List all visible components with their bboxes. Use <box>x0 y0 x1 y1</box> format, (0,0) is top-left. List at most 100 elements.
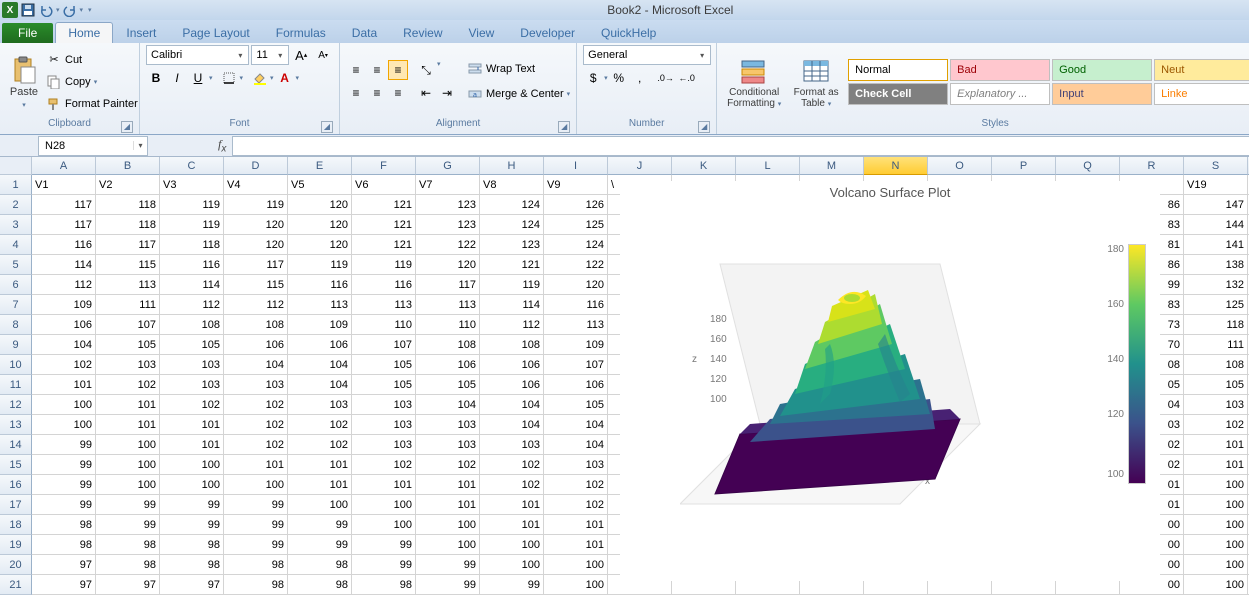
number-dialog-launcher[interactable]: ◢ <box>698 121 710 133</box>
cell[interactable]: 112 <box>224 295 288 315</box>
cell[interactable]: 123 <box>480 235 544 255</box>
cell[interactable]: 147 <box>1184 195 1248 215</box>
cell[interactable]: 98 <box>32 515 96 535</box>
cell[interactable]: 101 <box>96 395 160 415</box>
cell[interactable]: 101 <box>544 515 608 535</box>
align-bottom-button[interactable]: ≡ <box>388 60 408 80</box>
cell[interactable]: 98 <box>288 575 352 595</box>
cell[interactable]: 101 <box>480 495 544 515</box>
shrink-font-button[interactable]: A▾ <box>313 45 333 65</box>
cell[interactable]: 100 <box>1184 555 1248 575</box>
name-box[interactable]: N28▾ <box>38 136 148 156</box>
comma-button[interactable]: , <box>630 68 650 88</box>
row-header[interactable]: 9 <box>0 335 32 355</box>
cell[interactable]: 102 <box>416 455 480 475</box>
cell[interactable]: 117 <box>32 215 96 235</box>
cell[interactable]: 99 <box>352 555 416 575</box>
column-header[interactable]: R <box>1120 157 1184 175</box>
row-header[interactable]: 19 <box>0 535 32 555</box>
cell[interactable]: 99 <box>32 475 96 495</box>
cell[interactable]: 110 <box>416 315 480 335</box>
cell[interactable]: 106 <box>224 335 288 355</box>
cell[interactable]: V8 <box>480 175 544 195</box>
cell-style-normal[interactable]: Normal <box>848 59 948 81</box>
cell[interactable]: 121 <box>352 235 416 255</box>
bold-button[interactable]: B <box>146 68 166 88</box>
cell[interactable]: 100 <box>32 415 96 435</box>
tab-quickhelp[interactable]: QuickHelp <box>588 22 669 43</box>
increase-indent-button[interactable]: ⇥ <box>437 83 457 103</box>
fill-color-button[interactable] <box>249 68 269 88</box>
cell[interactable]: 120 <box>288 215 352 235</box>
clipboard-dialog-launcher[interactable]: ◢ <box>121 121 133 133</box>
cell[interactable]: V5 <box>288 175 352 195</box>
cell[interactable]: 103 <box>160 375 224 395</box>
row-header[interactable]: 6 <box>0 275 32 295</box>
cell[interactable]: 101 <box>544 535 608 555</box>
redo-dropdown-icon[interactable]: ▾ <box>80 6 84 14</box>
cell[interactable]: 101 <box>1184 455 1248 475</box>
cell[interactable]: 103 <box>544 455 608 475</box>
cell-style-check-cell[interactable]: Check Cell <box>848 83 948 105</box>
conditional-formatting-button[interactable]: Conditional Formatting ▾ <box>723 53 785 111</box>
cell[interactable]: 102 <box>544 475 608 495</box>
border-button[interactable] <box>219 68 239 88</box>
cell[interactable]: 100 <box>480 535 544 555</box>
cell[interactable]: V4 <box>224 175 288 195</box>
cell[interactable]: 100 <box>352 495 416 515</box>
number-format-combo[interactable]: General▾ <box>583 45 711 65</box>
tab-page-layout[interactable]: Page Layout <box>169 22 262 43</box>
row-header[interactable]: 3 <box>0 215 32 235</box>
column-header[interactable]: I <box>544 157 608 175</box>
cell[interactable]: 104 <box>416 395 480 415</box>
cell[interactable]: 97 <box>32 575 96 595</box>
cell[interactable]: 108 <box>224 315 288 335</box>
cell[interactable]: 98 <box>224 555 288 575</box>
row-header[interactable]: 12 <box>0 395 32 415</box>
cell[interactable]: 110 <box>352 315 416 335</box>
column-header[interactable]: M <box>800 157 864 175</box>
merge-center-button[interactable]: aMerge & Center ▾ <box>467 83 570 105</box>
cell[interactable]: 100 <box>352 515 416 535</box>
cell[interactable]: 116 <box>160 255 224 275</box>
border-dropdown[interactable]: ▾ <box>240 74 244 82</box>
cut-button[interactable]: ✂Cut <box>46 49 138 71</box>
cell[interactable]: 107 <box>96 315 160 335</box>
increase-decimal-button[interactable]: .0→ <box>656 68 676 88</box>
italic-button[interactable]: I <box>167 68 187 88</box>
cell[interactable]: 118 <box>160 235 224 255</box>
cell[interactable]: 99 <box>32 435 96 455</box>
cell[interactable]: 102 <box>160 395 224 415</box>
decrease-indent-button[interactable]: ⇤ <box>416 83 436 103</box>
tab-insert[interactable]: Insert <box>113 22 169 43</box>
cell[interactable]: 119 <box>352 255 416 275</box>
cell[interactable]: 120 <box>288 195 352 215</box>
cell[interactable]: 106 <box>480 375 544 395</box>
cell-style-input[interactable]: Input <box>1052 83 1152 105</box>
cell[interactable]: 121 <box>352 195 416 215</box>
align-left-button[interactable]: ≡ <box>346 83 366 103</box>
cell[interactable]: 105 <box>352 375 416 395</box>
align-center-button[interactable]: ≡ <box>367 83 387 103</box>
cell[interactable]: 125 <box>544 215 608 235</box>
tab-formulas[interactable]: Formulas <box>263 22 339 43</box>
cell[interactable]: 106 <box>544 375 608 395</box>
cell[interactable]: V3 <box>160 175 224 195</box>
accounting-dropdown[interactable]: ▾ <box>604 74 608 82</box>
cell[interactable]: 100 <box>288 495 352 515</box>
cell[interactable]: 119 <box>224 195 288 215</box>
cell[interactable]: 102 <box>32 355 96 375</box>
cell[interactable]: 104 <box>288 375 352 395</box>
cell[interactable]: 100 <box>96 435 160 455</box>
percent-button[interactable]: % <box>609 68 629 88</box>
cell[interactable]: 105 <box>544 395 608 415</box>
cell[interactable]: 115 <box>96 255 160 275</box>
cell[interactable]: 112 <box>160 295 224 315</box>
cell[interactable]: 101 <box>480 515 544 535</box>
column-header[interactable]: O <box>928 157 992 175</box>
cell[interactable]: 103 <box>1184 395 1248 415</box>
cell[interactable]: 118 <box>1184 315 1248 335</box>
cell[interactable]: 124 <box>544 235 608 255</box>
cell[interactable]: 132 <box>1184 275 1248 295</box>
cell[interactable]: 100 <box>224 475 288 495</box>
